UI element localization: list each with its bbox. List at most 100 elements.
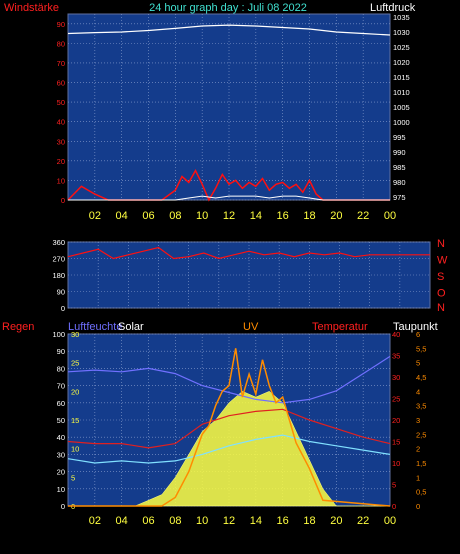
- humidity-tick: 30: [57, 450, 65, 459]
- direction-tick: 360: [52, 238, 65, 247]
- compass-label: N: [437, 302, 445, 314]
- time-tick: 06: [142, 210, 154, 222]
- dewpoint-line: [67, 434, 391, 464]
- uv-tick: 2: [416, 445, 420, 454]
- direction-tick: 0: [61, 304, 65, 313]
- temperature-tick: 10: [392, 459, 400, 468]
- rain-tick: 25: [71, 359, 79, 368]
- time-tick: 20: [330, 515, 342, 527]
- solar-label: Solar: [118, 321, 144, 333]
- pressure-tick: 1010: [393, 88, 410, 97]
- humidity-tick: 10: [57, 485, 65, 494]
- temperature-tick: 15: [392, 438, 400, 447]
- uv-tick: 0,5: [416, 488, 426, 497]
- rain-tick: 5: [71, 473, 75, 482]
- time-tick: 00: [384, 210, 396, 222]
- pressure-tick: 1015: [393, 73, 410, 82]
- rain-tick: 30: [71, 330, 79, 339]
- time-tick: 12: [223, 515, 235, 527]
- humidity-tick: 0: [61, 502, 65, 511]
- time-tick: 08: [169, 210, 181, 222]
- temperature-tick: 5: [392, 481, 396, 490]
- wind-tick: 80: [57, 39, 65, 48]
- taupunkt-label: Taupunkt: [393, 321, 438, 333]
- wind-tick: 10: [57, 176, 65, 185]
- humidity-tick: 40: [57, 433, 65, 442]
- wind-tick: 20: [57, 157, 65, 166]
- wind-tick: 0: [61, 196, 65, 205]
- humidity-axis: 0 10 20 30 40 50 60 70 80 90 100: [52, 330, 65, 511]
- wind-tick: 40: [57, 118, 65, 127]
- time-tick: 16: [277, 515, 289, 527]
- uv-tick: 2,5: [416, 430, 426, 439]
- uv-tick: 4: [416, 387, 420, 396]
- direction-tick: 90: [57, 288, 65, 297]
- temperature-tick: 25: [392, 395, 400, 404]
- temperature-tick: 0: [392, 502, 396, 511]
- time-tick: 04: [116, 210, 128, 222]
- temperatur-label: Temperatur: [312, 321, 368, 333]
- direction-tick: 180: [52, 271, 65, 280]
- rain-tick: 10: [71, 445, 79, 454]
- time-tick: 20: [330, 210, 342, 222]
- pressure-tick: 985: [393, 163, 406, 172]
- time-tick: 12: [223, 210, 235, 222]
- time-axis-top: 02 04 06 08 10 12 14 16 18 20 22 00: [89, 210, 396, 222]
- time-tick: 06: [142, 515, 154, 527]
- direction-tick: 270: [52, 255, 65, 264]
- compass-label: O: [437, 288, 446, 300]
- pressure-tick: 995: [393, 133, 406, 142]
- pressure-tick: 1005: [393, 103, 410, 112]
- pressure-tick: 1000: [393, 118, 410, 127]
- time-tick: 10: [196, 210, 208, 222]
- time-tick: 08: [169, 515, 181, 527]
- time-tick: 18: [303, 210, 315, 222]
- humidity-line: [67, 355, 391, 404]
- time-tick: 10: [196, 515, 208, 527]
- wind-pressure-grid: [68, 14, 390, 201]
- regen-label: Regen: [2, 321, 34, 333]
- time-tick: 22: [357, 210, 369, 222]
- uv-tick: 1,5: [416, 459, 426, 468]
- luftdruck-label: Luftdruck: [370, 2, 416, 14]
- wind-axis: 0 10 20 30 40 50 60 70 80 90: [57, 20, 65, 205]
- temperature-line: [67, 408, 391, 449]
- time-tick: 02: [89, 210, 101, 222]
- time-tick: 02: [89, 515, 101, 527]
- time-tick: 00: [384, 515, 396, 527]
- pressure-tick: 1030: [393, 28, 410, 37]
- rain-tick: 20: [71, 387, 79, 396]
- wind-tick: 90: [57, 20, 65, 29]
- uv-tick: 1: [416, 473, 420, 482]
- wind-direction-line: [67, 246, 430, 260]
- pressure-tick: 1020: [393, 58, 410, 67]
- temperature-axis: 0 5 10 15 20 25 30 35 40: [392, 330, 400, 511]
- wind-tick: 50: [57, 98, 65, 107]
- wind-direction-grid: [68, 241, 430, 309]
- temperature-tick: 30: [392, 373, 400, 382]
- chart-title: 24 hour graph day : Juli 08 2022: [149, 2, 307, 14]
- uv-tick: 3: [416, 416, 420, 425]
- pressure-tick: 1035: [393, 13, 410, 22]
- pressure-line: [67, 24, 391, 36]
- time-axis-bottom: 02 04 06 08 10 12 14 16 18 20 22 00: [89, 515, 396, 527]
- pressure-tick: 1025: [393, 43, 410, 52]
- direction-axis: 0 90 180 270 360: [52, 238, 65, 313]
- temperature-tick: 35: [392, 352, 400, 361]
- humidity-tick: 60: [57, 399, 65, 408]
- uv-tick: 3,5: [416, 402, 426, 411]
- humidity-tick: 80: [57, 364, 65, 373]
- humidity-tick: 70: [57, 382, 65, 391]
- compass-label: S: [437, 271, 444, 283]
- time-tick: 22: [357, 515, 369, 527]
- pressure-tick: 980: [393, 178, 406, 187]
- wind-tick: 30: [57, 137, 65, 146]
- humidity-tick: 20: [57, 468, 65, 477]
- temperature-tick: 40: [392, 330, 400, 339]
- uv-tick: 4,5: [416, 373, 426, 382]
- rain-tick: 15: [71, 416, 79, 425]
- uv-tick: 0: [416, 502, 420, 511]
- uv-line: [68, 348, 391, 507]
